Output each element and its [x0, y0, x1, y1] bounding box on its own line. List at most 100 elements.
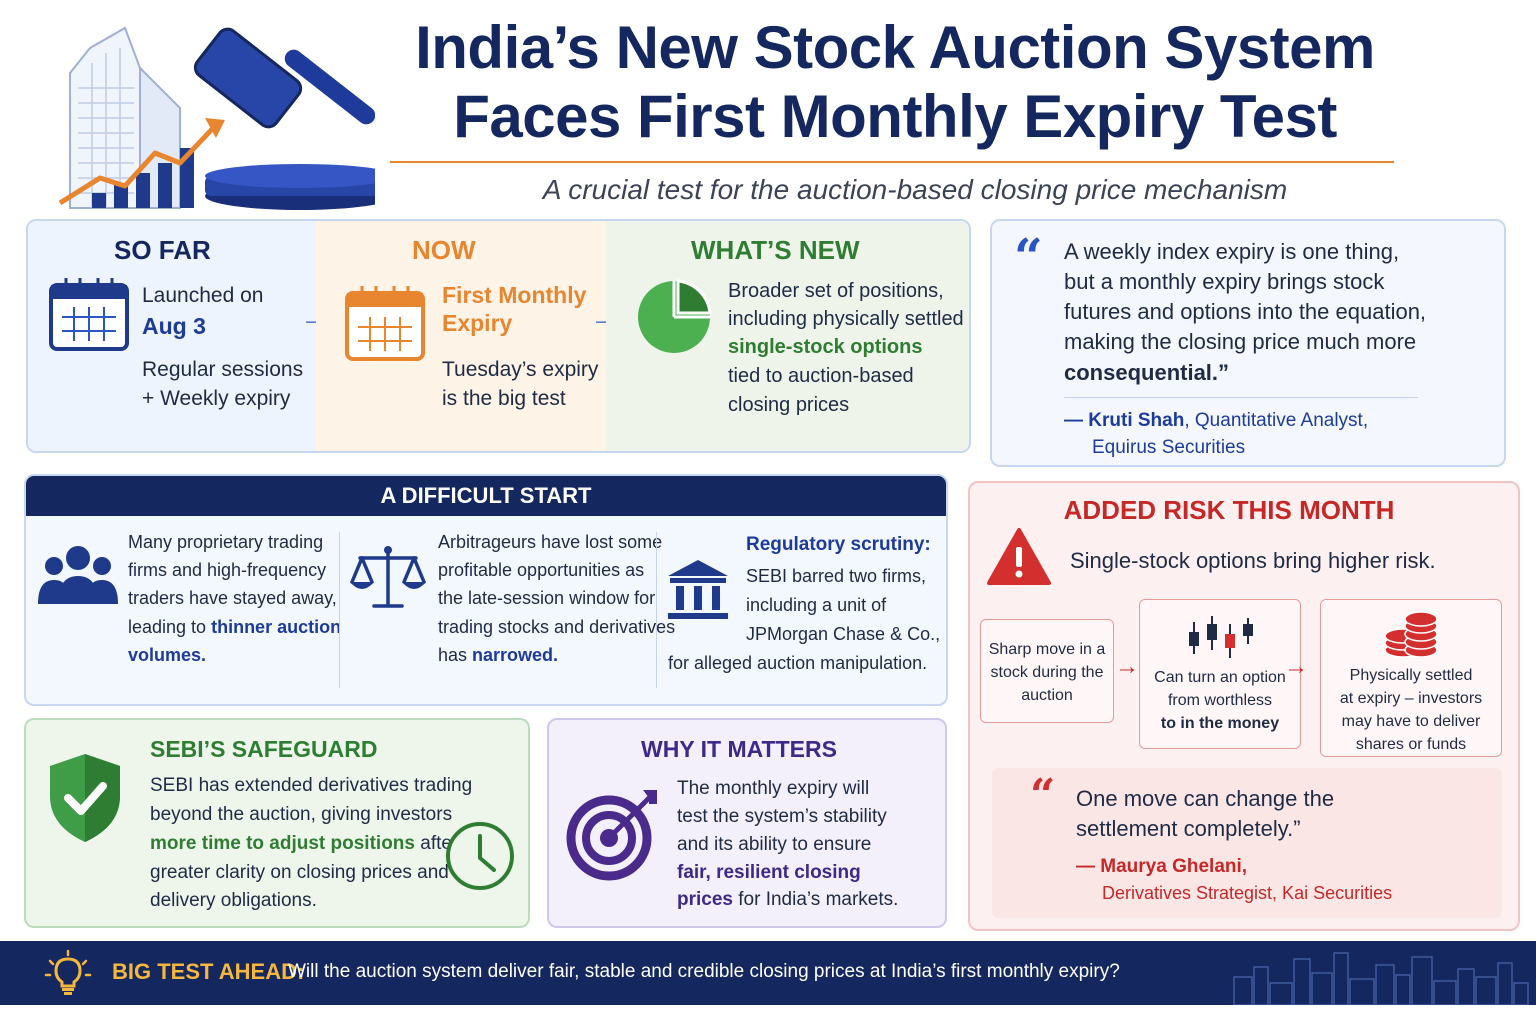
quote1-role2: Equirus Securities	[1092, 437, 1246, 458]
timeline-panel: SO FAR Launched on Aug 3 Regular session…	[26, 219, 971, 453]
growth-chart-icon	[58, 118, 225, 208]
quote2-author: Maurya Ghelani,	[1100, 856, 1248, 877]
quote2-line2: settlement completely.”	[1076, 816, 1301, 841]
matters-heading: WHY IT MATTERS	[641, 736, 837, 762]
risk-box3-line1: Physically settled	[1349, 667, 1473, 684]
sebi-safeguard-panel: SEBI’S SAFEGUARD SEBI has extended deriv…	[24, 718, 530, 928]
safeguard-line5: delivery obligations.	[150, 890, 317, 911]
risk-box2-line2: from worthless	[1167, 692, 1273, 709]
whats-new-highlight: single-stock options	[728, 336, 923, 358]
quote1-role1: , Quantitative Analyst,	[1184, 410, 1369, 431]
safeguard-line3: more time to adjust positions after	[150, 830, 458, 859]
so-far-launch-date: Aug 3	[142, 313, 206, 339]
quote1-line4: making the closing price much more	[1064, 329, 1417, 354]
timeline-whats-new: WHAT’S NEW Broader set of positions, inc…	[606, 221, 969, 451]
matters-highlight1: fair, resilient closing	[677, 862, 861, 883]
calendar-icon	[345, 286, 425, 361]
safeguard-line4: greater clarity on closing prices and	[150, 862, 449, 883]
difficult-col3-heading: Regulatory scrutiny:	[746, 534, 931, 555]
risk-box1-line2: stock during the	[990, 664, 1104, 681]
coins-icon	[1384, 611, 1438, 658]
difficult-col1-highlight2: volumes.	[128, 645, 207, 665]
so-far-line2: + Weekly expiry	[142, 387, 291, 410]
matters-highlight2: prices	[677, 889, 733, 910]
quote-card-kruti-shah: “ A weekly index expiry is one thing, bu…	[990, 219, 1506, 467]
difficult-col1-line4-text: leading to	[128, 617, 212, 637]
quote1-line2: but a monthly expiry brings stock	[1064, 269, 1385, 294]
matters-line4: prices for India’s markets.	[677, 886, 898, 915]
now-highlight-line2: Expiry	[442, 310, 513, 336]
matters-line2: test the system’s stability	[677, 806, 887, 827]
risk-box1-line3: auction	[1021, 687, 1073, 704]
gavel-icon	[193, 27, 375, 210]
scales-icon	[350, 546, 426, 608]
quote2-dash: —	[1076, 856, 1095, 877]
candlestick-icon	[1189, 616, 1253, 658]
quote-card-maurya-ghelani: “ One move can change the settlement com…	[992, 768, 1502, 918]
safeguard-heading: SEBI’S SAFEGUARD	[150, 736, 378, 762]
whats-new-line3: tied to auction-based	[728, 365, 914, 387]
page-subtitle: A crucial test for the auction-based clo…	[542, 174, 1288, 205]
so-far-launched-label: Launched on	[142, 284, 264, 307]
warning-icon	[987, 528, 1051, 585]
difficult-col3-line3: JPMorgan Chase & Co.,	[746, 624, 941, 644]
difficult-col1-line2: firms and high-frequency	[128, 560, 327, 580]
risk-box2-line1: Can turn an option	[1154, 669, 1286, 686]
matters-line1: The monthly expiry will	[677, 778, 870, 799]
whats-new-line4: closing prices	[728, 394, 850, 416]
why-it-matters-panel: WHY IT MATTERS The monthly expiry will t…	[547, 718, 947, 928]
risk-step-sharp-move: Sharp move in a stock during the auction	[980, 619, 1114, 723]
safeguard-highlight: more time to adjust positions	[150, 833, 415, 854]
title-divider	[390, 161, 1394, 163]
big-test-question: Will the auction system deliver fair, st…	[288, 961, 1120, 982]
now-line1: Tuesday’s expiry	[442, 358, 599, 381]
quote-icon: “	[1030, 770, 1056, 821]
shield-check-icon	[50, 754, 120, 842]
timeline-so-far: SO FAR Launched on Aug 3 Regular session…	[28, 221, 316, 451]
quote1-divider	[1064, 397, 1418, 398]
risk-box3-line2: at expiry – investors	[1339, 690, 1483, 707]
difficult-col1-line3: traders have stayed away,	[128, 588, 337, 608]
risk-box3-line3: may have to deliver	[1341, 713, 1481, 730]
added-risk-heading: ADDED RISK THIS MONTH	[1063, 495, 1395, 525]
clock-icon	[446, 822, 514, 890]
difficult-col2-line4: trading stocks and derivatives	[438, 617, 676, 637]
matters-line3: and its ability to ensure	[677, 834, 872, 855]
risk-box1-line1: Sharp move in a	[988, 641, 1106, 658]
safeguard-line2: beyond the auction, giving investors	[150, 804, 453, 825]
difficult-start-panel: A DIFFICULT START Many proprietary tradi…	[24, 474, 948, 706]
difficult-col1-line1: Many proprietary trading	[128, 532, 324, 552]
quote1-dash: —	[1064, 410, 1083, 431]
skyline-icon	[1233, 952, 1529, 1005]
quote-icon: “	[1014, 227, 1043, 286]
pie-chart-icon	[638, 279, 712, 353]
quote1-author: Kruti Shah	[1088, 410, 1185, 431]
bank-icon	[668, 560, 728, 619]
risk-box3-line4: shares or funds	[1355, 736, 1467, 753]
risk-step-option-flip: Can turn an option from worthless to in …	[1139, 599, 1301, 749]
difficult-start-heading: A DIFFICULT START	[26, 476, 946, 516]
now-heading: NOW	[412, 235, 476, 265]
whats-new-line1: Broader set of positions,	[728, 280, 944, 302]
difficult-col3-line2: including a unit of	[746, 595, 887, 615]
now-line2: is the big test	[442, 387, 566, 410]
header-illustration	[58, 26, 375, 210]
target-icon	[566, 790, 657, 881]
matters-line4-text: for India’s markets.	[732, 889, 899, 910]
calendar-icon	[49, 278, 129, 351]
difficult-col3-line1: SEBI barred two firms,	[746, 566, 927, 586]
quote1-line1: A weekly index expiry is one thing,	[1064, 239, 1400, 264]
whats-new-heading: WHAT’S NEW	[691, 235, 860, 265]
added-risk-panel: ADDED RISK THIS MONTH Single-stock optio…	[968, 481, 1520, 931]
difficult-col2-line5-text: has	[438, 645, 473, 665]
risk-arrow-1: →	[1115, 653, 1139, 680]
so-far-heading: SO FAR	[114, 235, 211, 265]
column-divider	[656, 532, 657, 688]
difficult-col3-line4: for alleged auction manipulation.	[668, 653, 928, 673]
added-risk-intro: Single-stock options bring higher risk.	[1070, 548, 1436, 573]
so-far-line1: Regular sessions	[142, 358, 304, 381]
difficult-col1-line4: leading to thinner auction	[128, 613, 341, 642]
difficult-col2-highlight: narrowed.	[472, 645, 559, 665]
page-title-line2: Faces First Monthly Expiry Test	[453, 83, 1337, 150]
quote2-line1: One move can change the	[1076, 786, 1335, 811]
